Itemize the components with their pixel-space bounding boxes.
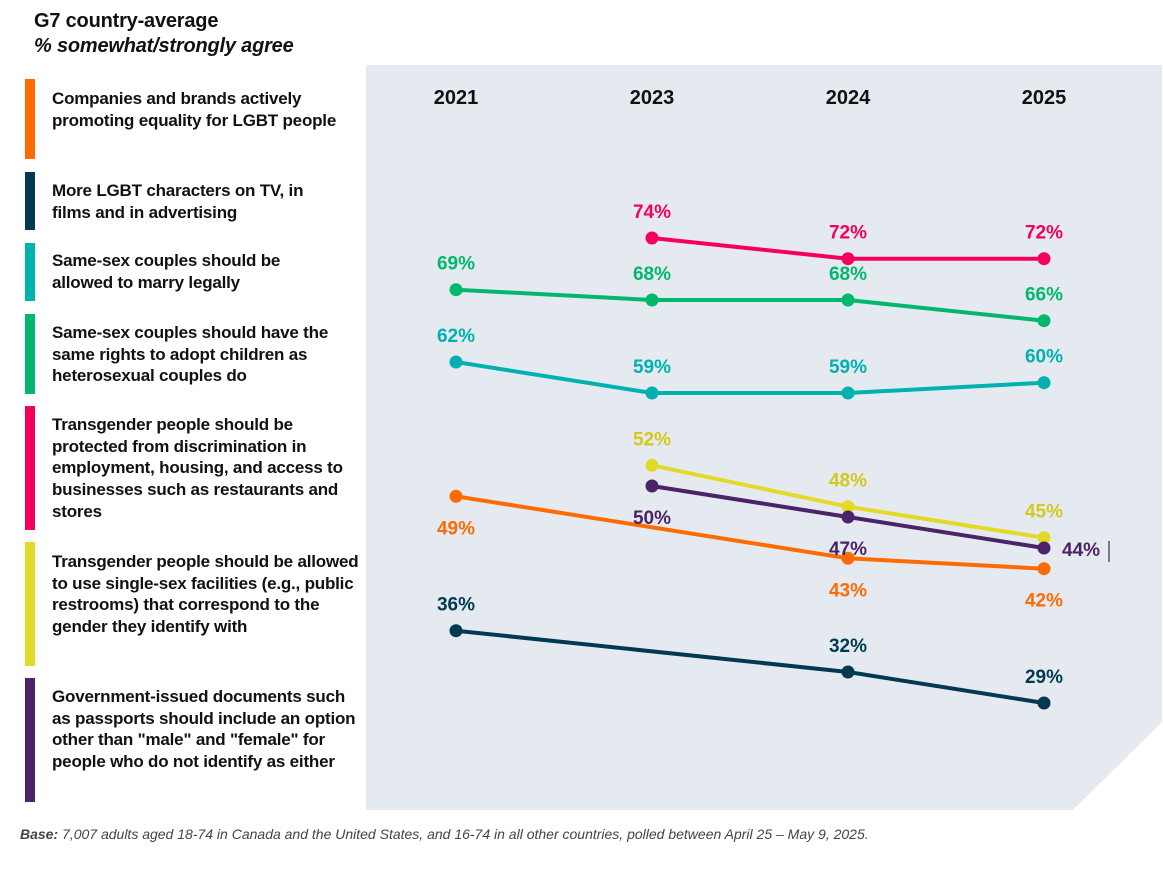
data-point xyxy=(645,293,659,307)
data-label: 72% xyxy=(1025,223,1063,244)
legend-label: Same-sex couples should be allowed to ma… xyxy=(52,251,281,292)
series-3: 69% 68% 68% 66% xyxy=(437,254,1063,328)
data-point xyxy=(645,231,659,245)
legend-swatch xyxy=(25,79,35,159)
x-axis: 2021 2023 2024 2025 xyxy=(434,87,1067,109)
data-point xyxy=(1037,562,1051,576)
data-point xyxy=(841,293,855,307)
data-point xyxy=(1037,541,1051,555)
data-label: 68% xyxy=(829,264,867,285)
data-point xyxy=(841,551,855,565)
data-label: 52% xyxy=(633,429,671,450)
data-point xyxy=(449,624,463,638)
series-line xyxy=(455,287,1045,323)
legend-label: Companies and brands actively promoting … xyxy=(52,89,337,130)
series-0: 49% 43% 42% xyxy=(437,489,1063,612)
data-label: 68% xyxy=(633,264,671,285)
x-tick-label: 2023 xyxy=(630,87,675,109)
series-layer: 49%43% 42%36%32%29%62%59% 59% 60%69% 68% 68%6… xyxy=(437,202,1100,710)
data-point xyxy=(645,386,659,400)
data-label: 69% xyxy=(437,254,475,275)
chart-subtitle: % somewhat/strongly agree xyxy=(34,35,294,57)
data-point xyxy=(645,458,659,472)
data-label: 45% xyxy=(1025,502,1063,523)
legend-swatch xyxy=(25,243,35,301)
data-point xyxy=(841,510,855,524)
data-point xyxy=(1037,314,1051,328)
legend-swatch xyxy=(25,172,35,230)
x-tick-label: 2024 xyxy=(826,87,871,109)
data-point xyxy=(841,665,855,679)
data-label: 72% xyxy=(829,223,867,244)
series-6: 50% 47% 44% xyxy=(633,479,1100,561)
data-point xyxy=(449,489,463,503)
legend-label: Transgender people should be allowed to … xyxy=(52,552,359,637)
data-label: 74% xyxy=(633,202,671,223)
series-2: 62% 59% 59% 60% xyxy=(437,326,1063,400)
data-label: 32% xyxy=(829,636,867,657)
data-point xyxy=(1037,376,1051,390)
data-point xyxy=(841,252,855,266)
series-1: 36% 32% 29% xyxy=(437,595,1063,710)
footnote-text: 7,007 adults aged 18-74 in Canada and th… xyxy=(58,826,869,842)
legend-label: Government-issued documents such as pass… xyxy=(52,687,356,772)
data-label: 36% xyxy=(437,595,475,616)
data-point xyxy=(1037,252,1051,266)
legend-label: Transgender people should be protected f… xyxy=(52,415,343,521)
data-label: 50% xyxy=(633,508,671,529)
data-label: 49% xyxy=(437,518,475,539)
data-label: 43% xyxy=(829,580,867,601)
data-point xyxy=(645,479,659,493)
x-tick-label: 2021 xyxy=(434,87,479,109)
legend-swatch xyxy=(25,406,35,530)
data-label: 29% xyxy=(1025,667,1063,688)
chart-title: G7 country-average xyxy=(34,10,219,32)
data-label: 44% xyxy=(1062,540,1100,561)
data-label: 59% xyxy=(829,357,867,378)
data-label: 60% xyxy=(1025,347,1063,368)
data-label: 48% xyxy=(829,471,867,492)
legend-label: More LGBT characters on TV, in films and… xyxy=(52,181,304,222)
data-label: 42% xyxy=(1025,591,1063,612)
data-point xyxy=(841,500,855,514)
series-4: 74% 72% 72% xyxy=(633,202,1063,266)
data-point xyxy=(1037,696,1051,710)
data-point xyxy=(1037,531,1051,545)
legend-label: Same-sex couples should have the same ri… xyxy=(52,323,329,386)
footnote: Base: 7,007 adults aged 18-74 in Canada … xyxy=(20,823,900,846)
footnote-label: Base: xyxy=(20,826,59,842)
legend-swatch xyxy=(25,314,35,394)
data-label: 59% xyxy=(633,357,671,378)
data-label: 66% xyxy=(1025,285,1063,306)
data-point xyxy=(449,283,463,297)
legend-swatch xyxy=(25,542,35,666)
data-label: 47% xyxy=(829,539,867,560)
data-point xyxy=(449,355,463,369)
x-tick-label: 2025 xyxy=(1022,87,1067,109)
chart-background xyxy=(366,65,1162,810)
series-5: 52% 48% 45% xyxy=(633,429,1063,545)
legend-swatch xyxy=(25,678,35,802)
data-point xyxy=(841,386,855,400)
series-line xyxy=(455,360,1045,395)
data-label: 62% xyxy=(437,326,475,347)
